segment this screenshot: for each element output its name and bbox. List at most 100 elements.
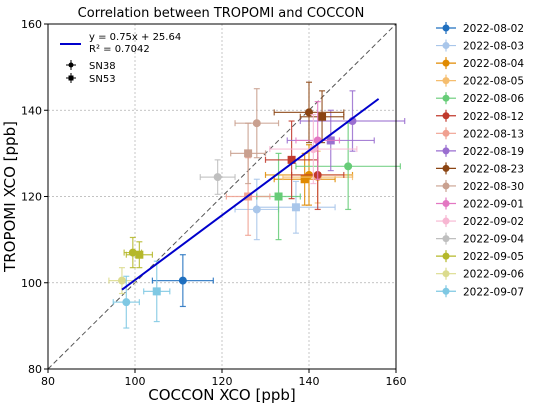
data-point — [151, 254, 214, 308]
y-tick-label: 100 — [21, 277, 42, 290]
legend-swatch-marker — [442, 24, 450, 32]
legend-label: 2022-08-05 — [463, 76, 524, 88]
point-marker — [287, 155, 296, 164]
legend-item: 2022-08-30 — [436, 179, 524, 193]
legend-label: 2022-08-12 — [463, 111, 524, 123]
legend-item: 2022-08-23 — [436, 162, 524, 175]
legend-swatch-marker — [442, 164, 450, 172]
point-marker — [305, 108, 313, 117]
legend-label: 2022-08-03 — [463, 41, 524, 53]
legend-label: 2022-09-02 — [463, 216, 524, 228]
legend-swatch-marker — [442, 147, 450, 155]
fit-line — [121, 98, 380, 291]
data-point — [125, 241, 153, 269]
legend-item: 2022-09-05 — [436, 250, 524, 263]
point-marker — [291, 203, 300, 212]
legend-swatch-marker — [442, 77, 450, 85]
legend-swatch-marker — [442, 217, 450, 225]
point-marker — [252, 119, 261, 128]
data-point — [295, 101, 341, 180]
x-tick-label: 80 — [41, 375, 55, 388]
legend-label: 2022-09-05 — [463, 251, 524, 263]
data-point — [269, 113, 358, 185]
point-marker — [300, 175, 309, 184]
legend-item: 2022-08-05 — [436, 74, 524, 88]
legend-label: 2022-08-02 — [463, 23, 524, 35]
x-tick-label: 160 — [386, 375, 407, 388]
data-point — [299, 90, 345, 144]
legend-item: 2022-08-06 — [436, 92, 524, 105]
point-marker — [152, 287, 161, 296]
legend-label: 2022-08-13 — [463, 128, 524, 140]
legend-label: 2022-08-04 — [463, 58, 524, 70]
legend-swatch-marker — [442, 252, 450, 260]
data-point — [108, 267, 136, 295]
legend-swatch-marker — [442, 200, 450, 207]
legend-swatch-marker — [442, 182, 450, 190]
y-tick-label: 80 — [28, 363, 42, 376]
inner-legend-label: SN53 — [89, 74, 116, 85]
data-points — [108, 81, 406, 329]
legend-item: 2022-08-02 — [436, 22, 524, 35]
data-point — [230, 122, 267, 185]
point-marker — [135, 250, 144, 259]
legend-label: 2022-08-19 — [463, 146, 524, 158]
legend-label: 2022-09-01 — [463, 199, 524, 211]
fit-line-path — [121, 98, 380, 291]
legend-swatch-marker — [442, 59, 450, 67]
legend-swatch-marker — [442, 270, 450, 278]
inner-legend-item: SN53 — [66, 73, 116, 85]
legend-item: 2022-08-13 — [436, 127, 524, 140]
legend-item: 2022-09-02 — [436, 215, 524, 228]
legend-swatch-marker — [442, 129, 450, 137]
x-tick-label: 120 — [212, 375, 233, 388]
legend-item: 2022-08-04 — [436, 57, 524, 70]
one-to-one-line — [47, 23, 397, 370]
legend-item: 2022-09-07 — [436, 285, 524, 298]
legend-swatch-marker — [68, 62, 74, 68]
legend-label: 2022-08-30 — [463, 181, 524, 193]
legend-label: 2022-09-07 — [463, 286, 524, 298]
data-point — [264, 120, 319, 200]
series-legend: 2022-08-02 2022-08-03 2022-08-04 2022-08-05… — [436, 22, 524, 298]
point-marker — [244, 149, 253, 158]
y-tick-label: 160 — [21, 18, 42, 31]
inner-legend-item: SN38 — [66, 60, 116, 72]
legend-label: 2022-09-04 — [463, 234, 524, 246]
x-tick-label: 100 — [125, 375, 146, 388]
point-marker — [318, 112, 327, 121]
x-axis-label: COCCON XCO [ppb] — [148, 386, 296, 404]
legend-item: 2022-09-01 — [436, 197, 524, 211]
data-point — [143, 260, 171, 323]
data-point — [112, 275, 140, 329]
legend-label: 2022-09-06 — [463, 269, 524, 281]
chart-title: Correlation between TROPOMI and COCCON — [78, 6, 365, 21]
point-marker — [213, 173, 222, 182]
data-point — [199, 159, 236, 195]
y-tick-label: 120 — [21, 191, 42, 204]
legend-item: 2022-09-06 — [436, 267, 524, 281]
inner-legend: y = 0.75x + 25.64 R² = 0.7042 SN38 SN53 — [60, 32, 181, 85]
legend-item: 2022-08-03 — [436, 39, 524, 53]
legend-swatch-marker — [442, 287, 450, 295]
point-marker — [117, 276, 126, 285]
y-tick-label: 140 — [21, 104, 42, 117]
legend-item: 2022-08-12 — [436, 109, 524, 123]
point-marker — [274, 192, 283, 201]
inner-legend-label: SN38 — [89, 61, 116, 72]
one-to-one-line-path — [47, 23, 397, 370]
y-axis-label: TROPOMI XCO [ppb] — [1, 121, 19, 273]
data-point — [256, 180, 336, 234]
legend-swatch-marker — [442, 42, 450, 50]
legend-item: 2022-08-19 — [436, 144, 524, 158]
axis-ticks: 80 100 120 140 160 80 100 120 140 160 — [21, 18, 407, 388]
legend-label: 2022-08-23 — [463, 163, 524, 175]
point-marker — [344, 162, 353, 171]
inner-legend-r2-label: R² = 0.7042 — [89, 44, 150, 55]
point-marker — [122, 298, 131, 307]
legend-item: 2022-09-04 — [436, 232, 524, 246]
x-tick-label: 140 — [299, 375, 320, 388]
legend-swatch-marker — [68, 75, 74, 81]
legend-label: 2022-08-06 — [463, 93, 524, 105]
